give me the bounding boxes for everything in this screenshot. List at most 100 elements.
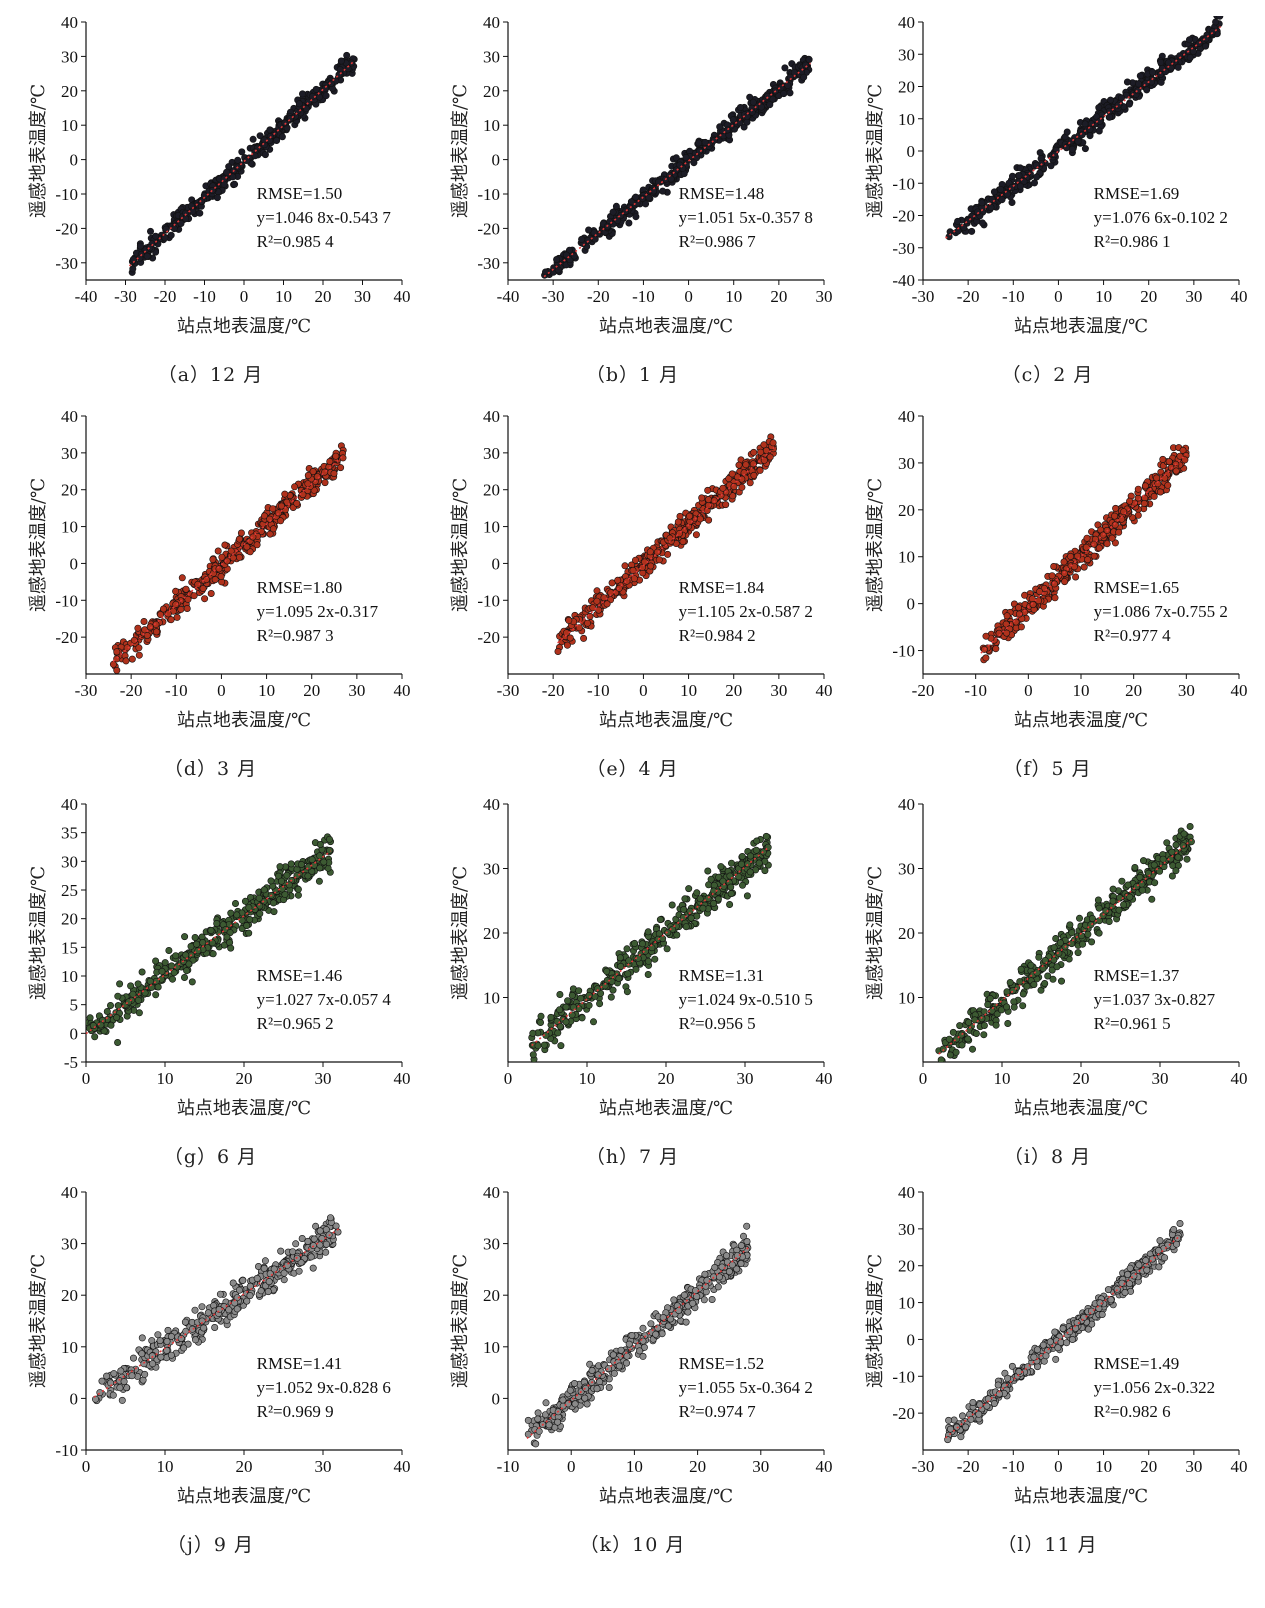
data-point [946,1051,954,1059]
data-point [1111,521,1119,529]
y-tick-label: -10 [892,174,915,193]
y-axis-label: 遥感地表温度/℃ [865,478,886,612]
data-point [676,161,684,169]
data-point [183,967,191,975]
data-point [1002,620,1010,628]
data-point [140,618,148,626]
data-point [117,1367,125,1375]
data-point [698,494,706,502]
data-point [1072,573,1080,581]
data-point [337,57,345,65]
stats-annotation: RMSE=1.31 y=1.024 9x-0.510 5 R²=0.956 5 [679,964,813,1036]
data-point [114,992,122,1000]
data-point [207,927,215,935]
data-point [1017,623,1025,631]
data-point [949,1028,957,1036]
data-point [980,1031,988,1039]
y-tick-label: -10 [55,591,78,610]
data-point [716,123,724,131]
stat-rmse: RMSE=1.46 [256,965,343,985]
data-point [208,187,216,195]
stat-rmse: RMSE=1.31 [678,965,765,985]
panel-caption: （c）2 月 [1001,364,1094,386]
data-point [256,132,264,140]
data-point [120,1378,128,1386]
data-point [978,199,986,207]
x-tick-label: 0 [82,1069,91,1088]
y-tick-label: 0 [492,151,501,170]
y-tick-label: 20 [61,481,78,500]
data-point [565,616,573,624]
data-point [285,881,293,889]
fit-line [938,839,1193,1055]
data-point [1216,16,1224,20]
data-point [322,92,330,100]
x-tick-label: 40 [394,287,411,306]
data-point [667,175,675,183]
data-point [139,1376,147,1384]
x-tick-label: 10 [579,1069,596,1088]
data-point [614,576,622,584]
data-point [198,197,206,205]
data-point [529,1029,537,1037]
data-point [687,914,695,922]
y-tick-label: -40 [892,271,915,290]
data-point [1109,897,1117,905]
data-point [326,1214,334,1222]
data-point [614,217,622,225]
data-point [196,209,204,217]
x-tick-label: -30 [912,287,935,306]
data-point [249,533,257,541]
data-point [632,193,640,201]
data-point [761,867,769,875]
data-point [710,899,718,907]
y-tick-label: 30 [483,860,500,879]
data-point [603,600,611,608]
data-point [1183,855,1191,863]
data-point [313,473,321,481]
data-point [337,464,345,472]
x-tick-label: 10 [725,287,742,306]
stat-r2: R²=0.965 2 [256,1013,334,1033]
data-point [628,1332,636,1340]
data-point [265,1278,273,1286]
data-point [964,1035,972,1043]
data-point [243,156,251,164]
data-point [729,116,737,124]
y-tick-label: 20 [483,1286,500,1305]
stat-r2: R²=0.986 7 [678,231,756,251]
data-point [1060,558,1068,566]
data-point [130,1354,138,1362]
data-point [110,1370,118,1378]
panel-caption: （g）6 月 [163,1146,258,1168]
stat-eq: y=1.046 8x-0.543 7 [256,207,391,227]
data-point [636,1347,644,1355]
data-point [1086,125,1094,133]
data-point [529,1051,537,1059]
y-tick-label: -30 [55,254,78,273]
panel-g: 0 10 20 30 40 -5 0 5 10 15 20 25 30 35 40 站点地表温度/℃ 遥感地表温… [8,790,413,1170]
data-point [735,873,743,881]
y-tick-label: 20 [898,924,915,943]
data-point [1081,120,1089,128]
data-point [738,483,746,491]
data-point [553,256,561,264]
x-tick-label: 0 [504,1069,513,1088]
data-point [167,616,175,624]
data-point [246,916,254,924]
y-tick-label: 30 [61,1235,78,1254]
y-axis-label: 遥感地表温度/℃ [450,84,471,218]
data-point [1058,977,1066,985]
data-point [1159,455,1167,463]
data-point [235,535,243,543]
data-point [312,85,320,93]
data-point [557,1042,565,1050]
data-point [211,576,219,584]
data-point [326,846,334,854]
data-point [152,232,160,240]
data-point [593,597,601,605]
data-point [278,133,286,141]
data-point [1078,131,1086,139]
data-point [958,1041,966,1049]
data-point [1115,528,1123,536]
